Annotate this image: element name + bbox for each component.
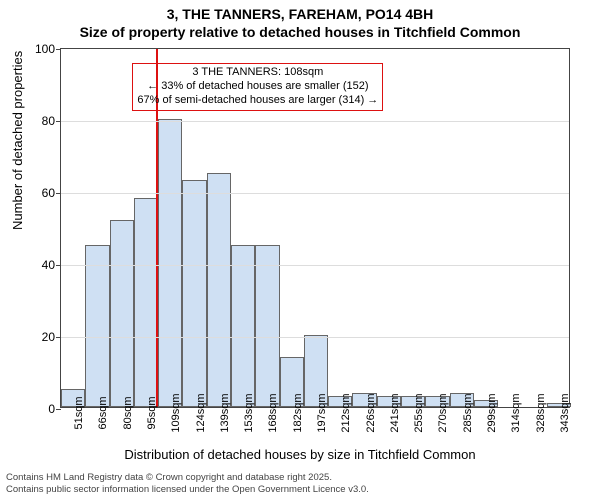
x-tick-label: 139sqm [219,393,231,432]
x-tick-label: 197sqm [316,393,328,432]
footer-attribution: Contains HM Land Registry data © Crown c… [6,472,369,496]
x-tick-label: 80sqm [122,396,134,429]
x-tick-label: 168sqm [267,393,279,432]
y-tick-label: 80 [42,114,55,128]
x-tick-label: 255sqm [413,393,425,432]
chart-container: 3, THE TANNERS, FAREHAM, PO14 4BH Size o… [0,0,600,500]
x-tick-label: 66sqm [97,396,109,429]
x-tick-label: 270sqm [437,393,449,432]
footer-line1: Contains HM Land Registry data © Crown c… [6,472,369,484]
histogram-bar [110,220,134,407]
x-tick-label: 51sqm [73,396,85,429]
x-tick-label: 285sqm [462,393,474,432]
footer-line2: Contains public sector information licen… [6,484,369,496]
plot-area: 3 THE TANNERS: 108sqm ← 33% of detached … [60,48,570,408]
x-axis-label: Distribution of detached houses by size … [0,447,600,462]
x-tick-label: 241sqm [389,393,401,432]
x-tick-label: 124sqm [195,393,207,432]
histogram-bar [231,245,255,407]
x-tick-label: 153sqm [243,393,255,432]
x-tick-label: 182sqm [292,393,304,432]
annotation-box: 3 THE TANNERS: 108sqm ← 33% of detached … [132,63,383,110]
chart-title-line2: Size of property relative to detached ho… [0,24,600,40]
chart-title-line1: 3, THE TANNERS, FAREHAM, PO14 4BH [0,6,600,22]
x-tick-label: 299sqm [486,393,498,432]
annotation-line1: 3 THE TANNERS: 108sqm [137,66,378,80]
y-tick-label: 0 [48,402,55,416]
x-tick-label: 226sqm [365,393,377,432]
histogram-bar [158,119,182,407]
histogram-bar [255,245,279,407]
annotation-line3: 67% of semi-detached houses are larger (… [137,94,378,108]
x-tick-label: 343sqm [559,393,571,432]
y-tick-label: 60 [42,186,55,200]
histogram-bar [182,180,206,407]
y-tick-label: 100 [35,42,55,56]
y-tick-label: 20 [42,330,55,344]
x-tick-label: 109sqm [170,393,182,432]
histogram-bar [85,245,109,407]
histogram-bar [207,173,231,407]
x-tick-label: 328sqm [535,393,547,432]
y-tick-label: 40 [42,258,55,272]
x-tick-label: 212sqm [340,393,352,432]
x-tick-label: 95sqm [146,396,158,429]
annotation-line2: ← 33% of detached houses are smaller (15… [137,80,378,94]
histogram-bar [134,198,158,407]
y-axis-label: Number of detached properties [10,51,25,230]
x-tick-label: 314sqm [510,393,522,432]
